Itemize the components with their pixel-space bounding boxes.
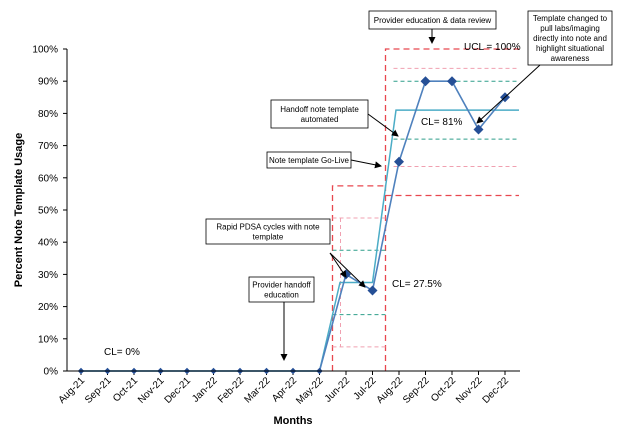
x-tick-label: Feb-22	[216, 375, 246, 405]
control-limits: CL= 0% CL= 27.5% CL= 81% UCL = 100%	[81, 42, 521, 372]
y-tick-label: 0%	[44, 367, 59, 378]
annotation-box	[527, 10, 613, 66]
annotation-text: automated	[301, 115, 339, 124]
data-point	[394, 156, 404, 167]
annotation-text: Rapid PDSA cycles with note	[216, 223, 320, 232]
data-point	[367, 285, 378, 296]
x-tick-label: Sep-22	[401, 375, 432, 406]
x-tick-label: Nov-22	[454, 375, 485, 406]
y-tick-label: 90%	[38, 77, 58, 88]
y-tick-label: 20%	[38, 302, 58, 313]
x-tick-label: Dec-21	[163, 375, 194, 406]
y-axis-title: Percent Note Template Usage	[13, 133, 25, 287]
annotation-text: Handoff note template	[280, 105, 359, 114]
y-tick-label: 50%	[38, 206, 58, 217]
annotation-arrow	[329, 252, 347, 278]
cl-label-phase3: CL= 81%	[421, 117, 463, 128]
annotation-text: Note template Go-Live	[269, 156, 350, 165]
x-axis-title: Months	[273, 415, 312, 427]
ucl-line-phase2	[331, 185, 386, 371]
ucl-line-phase3	[384, 48, 519, 371]
annotation-text: pull labs/imaging	[540, 24, 600, 33]
annotation-arrow	[367, 113, 399, 137]
x-axis-ticks: Aug-21Sep-21Oct-21Nov-21Dec-21Jan-22Feb-…	[57, 371, 512, 407]
annotation-text: template	[253, 233, 284, 242]
x-tick-label: Aug-21	[57, 375, 88, 406]
x-tick-label: Oct-22	[429, 375, 458, 404]
y-tick-label: 10%	[38, 334, 58, 345]
cl-label-phase1: CL= 0%	[104, 347, 140, 358]
y-tick-label: 30%	[38, 270, 58, 281]
data-point	[473, 124, 484, 135]
annotation-text: Template changed to	[533, 14, 608, 23]
y-axis-ticks: 0% 10% 20% 30% 40% 50% 60% 70% 80% 90% 100%	[32, 45, 67, 378]
x-tick-label: Nov-21	[136, 375, 167, 406]
x-tick-label: May-22	[294, 375, 326, 407]
annotation-arrow	[329, 252, 366, 288]
annotation-text: Provider handoff	[252, 281, 311, 290]
x-tick-label: Jun-22	[323, 375, 353, 405]
y-tick-label: 100%	[32, 45, 58, 56]
annotation-arrow	[350, 159, 382, 169]
cl-label-phase2: CL= 27.5%	[392, 279, 442, 290]
y-tick-label: 40%	[38, 238, 58, 249]
annotation-text: awareness	[551, 54, 590, 63]
ucl-label: UCL = 100%	[464, 42, 521, 53]
annotation-arrow	[476, 64, 541, 124]
x-tick-label: Sep-21	[83, 375, 114, 406]
annotation-box	[248, 276, 315, 303]
annotation-text: highlight situational	[536, 44, 604, 53]
annotation-box	[270, 99, 369, 129]
x-tick-label: Aug-22	[375, 375, 406, 406]
annotation-text: directly into note and	[533, 34, 607, 43]
annotation-text: Provider education & data review	[374, 16, 492, 25]
y-tick-label: 80%	[38, 109, 58, 120]
data-point	[420, 76, 431, 87]
x-tick-label: Jan-22	[190, 375, 220, 405]
y-tick-label: 60%	[38, 173, 58, 184]
x-tick-label: Oct-21	[111, 375, 140, 404]
y-tick-label: 70%	[38, 141, 58, 152]
annotation-text: education	[264, 291, 299, 300]
x-tick-label: Mar-22	[242, 375, 272, 405]
x-tick-label: Dec-22	[481, 375, 512, 406]
annotation-box	[205, 218, 331, 245]
data-point	[447, 76, 457, 87]
